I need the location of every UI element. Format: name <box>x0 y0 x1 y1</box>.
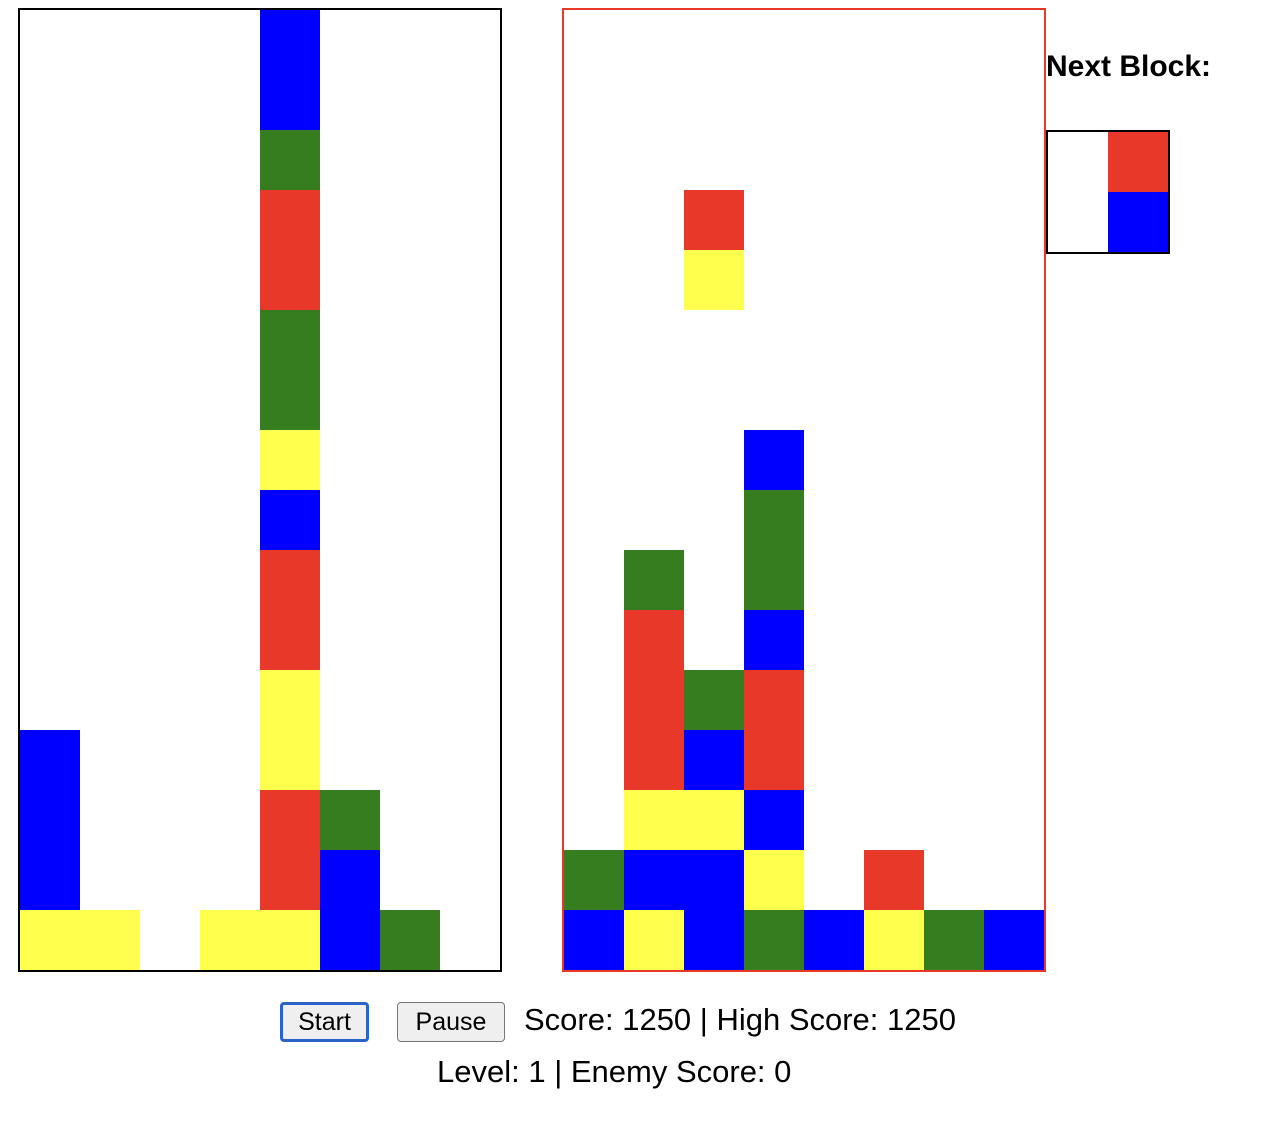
next-block-label: Next Block: <box>1046 50 1212 83</box>
player-red-block <box>260 190 320 250</box>
enemy-red-block <box>864 850 924 910</box>
start-button[interactable]: Start <box>280 1002 369 1042</box>
enemy-yellow-block <box>744 850 804 910</box>
player-green-block <box>260 130 320 190</box>
player-green-block <box>260 370 320 430</box>
player-yellow-block <box>20 910 80 970</box>
enemy-red-block <box>624 730 684 790</box>
player-green-block <box>380 910 440 970</box>
enemy-green-block <box>744 910 804 970</box>
player-yellow-block <box>260 670 320 730</box>
enemy-green-block <box>744 550 804 610</box>
player-yellow-block <box>200 910 260 970</box>
enemy-blue-block <box>744 790 804 850</box>
enemy-yellow-block <box>624 910 684 970</box>
player-red-block <box>260 550 320 610</box>
enemy-red-block <box>624 610 684 670</box>
enemy-yellow-block <box>684 250 744 310</box>
pause-button[interactable]: Pause <box>397 1002 505 1042</box>
enemy-blue-block <box>684 910 744 970</box>
next-red-block <box>1108 132 1168 192</box>
player-red-block <box>260 850 320 910</box>
enemy-yellow-block <box>624 790 684 850</box>
enemy-blue-block <box>744 430 804 490</box>
enemy-green-block <box>564 850 624 910</box>
player-red-block <box>260 250 320 310</box>
enemy-blue-block <box>804 910 864 970</box>
player-blue-block <box>20 730 80 790</box>
level-status: Level: 1 | Enemy Score: 0 <box>437 1054 792 1089</box>
player-yellow-block <box>260 730 320 790</box>
player-yellow-block <box>80 910 140 970</box>
enemy-board <box>562 8 1046 972</box>
player-blue-block <box>20 850 80 910</box>
player-yellow-block <box>260 430 320 490</box>
player-green-block <box>320 790 380 850</box>
player-blue-block <box>260 10 320 70</box>
enemy-red-block <box>744 670 804 730</box>
enemy-blue-block <box>744 610 804 670</box>
enemy-blue-block <box>684 850 744 910</box>
enemy-green-block <box>744 490 804 550</box>
enemy-yellow-block <box>864 910 924 970</box>
enemy-red-block <box>684 190 744 250</box>
enemy-yellow-block <box>684 790 744 850</box>
player-yellow-block <box>260 910 320 970</box>
player-blue-block <box>260 490 320 550</box>
enemy-blue-block <box>684 730 744 790</box>
enemy-green-block <box>924 910 984 970</box>
enemy-blue-block <box>564 910 624 970</box>
enemy-red-block <box>744 730 804 790</box>
player-board[interactable] <box>18 8 502 972</box>
player-red-block <box>260 610 320 670</box>
enemy-green-block <box>684 670 744 730</box>
player-blue-block <box>320 850 380 910</box>
enemy-blue-block <box>624 850 684 910</box>
player-blue-block <box>260 70 320 130</box>
next-blue-block <box>1108 192 1168 252</box>
player-red-block <box>260 790 320 850</box>
player-blue-block <box>20 790 80 850</box>
player-green-block <box>260 310 320 370</box>
enemy-blue-block <box>984 910 1044 970</box>
enemy-green-block <box>624 550 684 610</box>
next-block-preview <box>1046 130 1170 254</box>
score-status: Score: 1250 | High Score: 1250 <box>524 1002 956 1037</box>
player-blue-block <box>320 910 380 970</box>
enemy-red-block <box>624 670 684 730</box>
